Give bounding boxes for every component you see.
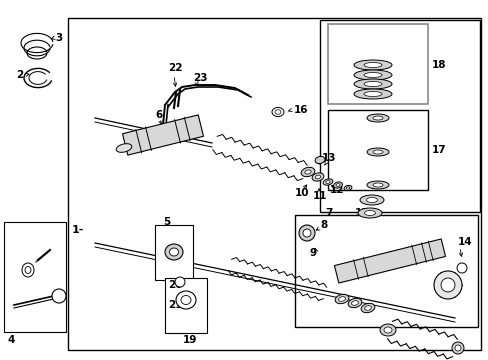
Ellipse shape (353, 89, 391, 99)
Ellipse shape (372, 183, 382, 187)
Text: 7: 7 (325, 208, 332, 218)
Ellipse shape (366, 114, 388, 122)
Ellipse shape (314, 156, 324, 163)
Text: 23: 23 (193, 73, 207, 83)
Text: 6: 6 (155, 110, 162, 120)
Ellipse shape (379, 324, 395, 336)
Text: 8: 8 (319, 220, 326, 230)
Text: 21: 21 (168, 300, 182, 310)
Ellipse shape (363, 81, 381, 86)
Ellipse shape (338, 297, 345, 301)
Bar (327, 110, 427, 190)
Bar (294, 215, 477, 327)
Text: 2: 2 (16, 70, 23, 80)
Ellipse shape (346, 187, 349, 189)
Ellipse shape (383, 327, 391, 333)
Ellipse shape (169, 248, 178, 256)
Bar (4, 222, 66, 332)
Circle shape (52, 289, 66, 303)
Polygon shape (122, 115, 203, 155)
Text: 17: 17 (431, 145, 446, 155)
Ellipse shape (363, 72, 381, 77)
Ellipse shape (353, 79, 391, 89)
Text: 3: 3 (55, 33, 62, 43)
Ellipse shape (305, 170, 310, 174)
Ellipse shape (335, 184, 339, 186)
Ellipse shape (315, 175, 320, 179)
Ellipse shape (25, 266, 31, 274)
Text: 4: 4 (8, 335, 15, 345)
Ellipse shape (323, 179, 332, 185)
Text: 13: 13 (321, 153, 336, 163)
Ellipse shape (164, 244, 183, 260)
Text: 1-: 1- (72, 225, 84, 235)
Ellipse shape (454, 345, 460, 351)
Text: 11: 11 (312, 191, 327, 201)
Ellipse shape (359, 195, 383, 205)
Ellipse shape (363, 91, 381, 96)
Text: 19: 19 (183, 335, 197, 345)
Text: 22: 22 (168, 63, 182, 73)
Bar (327, 24, 427, 104)
Ellipse shape (301, 167, 314, 177)
Ellipse shape (451, 342, 463, 354)
Ellipse shape (333, 182, 342, 188)
Ellipse shape (366, 148, 388, 156)
Ellipse shape (364, 306, 371, 310)
Ellipse shape (347, 298, 361, 308)
Text: 15: 15 (354, 208, 369, 218)
Ellipse shape (274, 110, 281, 114)
Ellipse shape (363, 63, 381, 68)
Circle shape (433, 271, 461, 299)
Ellipse shape (372, 150, 382, 154)
Polygon shape (334, 239, 445, 283)
Text: 20: 20 (168, 280, 182, 290)
Text: 12: 12 (329, 185, 344, 195)
Bar (68, 18, 480, 350)
Text: 18: 18 (431, 60, 446, 70)
Bar (164, 278, 206, 333)
Ellipse shape (176, 291, 196, 309)
Ellipse shape (372, 116, 382, 120)
Ellipse shape (366, 198, 377, 202)
Ellipse shape (334, 294, 348, 304)
Ellipse shape (22, 263, 34, 277)
Ellipse shape (116, 144, 132, 152)
Text: 16: 16 (293, 105, 308, 115)
Ellipse shape (344, 185, 351, 190)
Text: 5: 5 (163, 217, 170, 227)
Bar (319, 20, 479, 212)
Text: 10: 10 (294, 188, 309, 198)
Ellipse shape (364, 211, 375, 216)
Ellipse shape (351, 301, 358, 305)
Ellipse shape (353, 60, 391, 70)
Ellipse shape (181, 296, 191, 305)
Text: 14: 14 (457, 237, 472, 247)
Ellipse shape (325, 181, 329, 183)
Bar (155, 225, 193, 280)
Ellipse shape (456, 263, 466, 273)
Ellipse shape (311, 173, 323, 181)
Ellipse shape (271, 108, 284, 117)
Ellipse shape (298, 225, 314, 241)
Text: 9: 9 (309, 248, 317, 258)
Ellipse shape (353, 70, 391, 80)
Ellipse shape (175, 277, 184, 287)
Ellipse shape (303, 229, 310, 237)
Ellipse shape (357, 208, 381, 218)
Ellipse shape (366, 181, 388, 189)
Ellipse shape (360, 303, 374, 313)
Circle shape (440, 278, 454, 292)
